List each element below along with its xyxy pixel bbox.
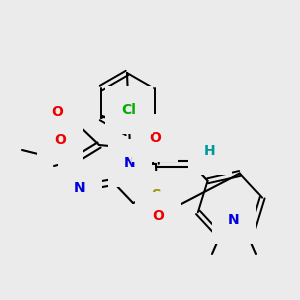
Text: Cl: Cl — [122, 103, 136, 117]
Text: O: O — [152, 209, 164, 223]
Text: H: H — [204, 144, 216, 158]
Text: O: O — [149, 131, 161, 145]
Text: N: N — [124, 156, 136, 170]
Text: N: N — [228, 213, 240, 227]
Text: O: O — [51, 105, 63, 119]
Text: N: N — [74, 181, 86, 195]
Text: O: O — [54, 133, 66, 147]
Text: S: S — [152, 188, 162, 202]
